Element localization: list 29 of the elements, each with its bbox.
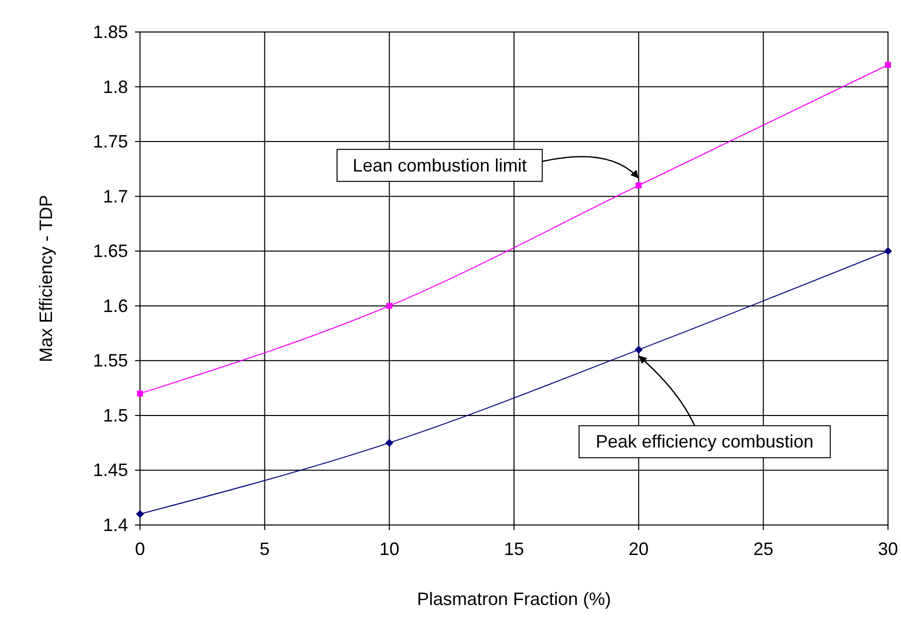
point (885, 62, 891, 68)
point (385, 438, 394, 447)
x-tick-label: 5 (260, 539, 270, 559)
point (634, 346, 643, 354)
y-tick-label: 1.85 (92, 22, 128, 42)
annotation: Lean combustion limit (352, 155, 527, 176)
x-axis-title: Plasmatron Fraction (%) (416, 589, 612, 609)
point (636, 182, 642, 188)
point (386, 302, 392, 309)
y-tick-label: 1.45 (92, 460, 128, 480)
x-tick-label: 0 (134, 539, 146, 559)
y-tick-label: 1.8 (102, 76, 128, 97)
y-tick-label: 1.7 (102, 186, 128, 206)
point (136, 510, 144, 518)
x-tick-label: 20 (628, 539, 649, 559)
point (137, 390, 143, 397)
y-axis-title: Max Efficiency - TDP (36, 194, 56, 362)
point (884, 247, 892, 256)
x-tick-label: 30 (878, 539, 898, 559)
y-tick-label: 1.5 (102, 405, 128, 426)
y-tick-label: 1.55 (92, 350, 128, 371)
y-tick-label: 1.4 (102, 515, 128, 535)
y-tick-label: 1.6 (102, 296, 128, 316)
y-tick-label: 1.65 (92, 241, 128, 262)
x-tick-label: 15 (504, 539, 524, 559)
x-tick-label: 10 (379, 539, 400, 559)
annotation: Peak efficiency combustion (596, 432, 814, 452)
y-tick-label: 1.75 (92, 132, 128, 152)
x-tick-label: 25 (753, 539, 774, 559)
